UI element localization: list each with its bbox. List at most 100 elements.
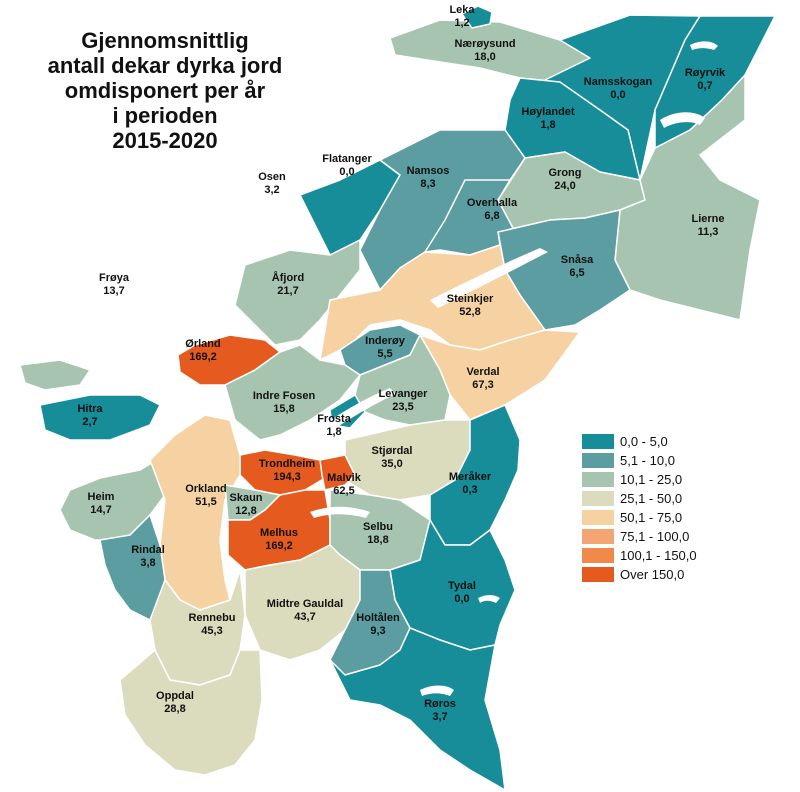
label-namsos: Namsos 8,3 xyxy=(407,165,450,191)
tydal-lake xyxy=(478,595,500,603)
legend-label: 100,1 - 150,0 xyxy=(620,548,697,563)
municipality-value: 11,3 xyxy=(697,226,719,238)
legend-label: 50,1 - 75,0 xyxy=(620,510,683,525)
label-levanger: Levanger 23,5 xyxy=(379,388,428,414)
municipality-name: Ørland xyxy=(185,338,221,350)
municipality-name: Frosta xyxy=(317,413,351,425)
label-meråker: Meråker 0,3 xyxy=(449,471,491,497)
municipality-name: Selbu xyxy=(363,521,393,533)
municipality-value: 3,7 xyxy=(432,711,448,723)
label-snåsa: Snåsa 6,5 xyxy=(561,254,593,280)
legend-label: 75,1 - 100,0 xyxy=(620,529,690,544)
legend-swatch xyxy=(582,472,614,487)
label-røyrvik: Røyrvik 0,7 xyxy=(685,67,725,93)
municipality-name: Orkland xyxy=(185,483,227,495)
label-rennebu: Rennebu 45,3 xyxy=(188,612,235,638)
municipality-name: Meråker xyxy=(448,471,492,483)
municipality-value: 3,2 xyxy=(264,184,280,196)
municipality-name: Rindal xyxy=(131,544,165,556)
municipality-name: Leka xyxy=(449,4,475,16)
legend-item: 5,1 - 10,0 xyxy=(582,451,697,470)
legend-swatch xyxy=(582,510,614,525)
label-verdal: Verdal 67,3 xyxy=(466,366,499,392)
map-legend: 0,0 - 5,0 5,1 - 10,0 10,1 - 25,0 25,1 - 50,… xyxy=(582,432,697,584)
oppdal-region xyxy=(119,649,263,776)
label-osen: Osen 3,2 xyxy=(258,171,286,197)
legend-label: 10,1 - 25,0 xyxy=(620,472,683,487)
municipality-name: Holtålen xyxy=(356,612,400,624)
label-namsskogan: Namsskogan 0,0 xyxy=(584,76,652,102)
municipality-value: 21,7 xyxy=(277,285,299,297)
municipality-name: Stjørdal xyxy=(371,445,413,457)
municipality-name: Osen xyxy=(258,171,286,183)
label-oppdal: Oppdal 28,8 xyxy=(156,690,194,716)
label-inderøy: Inderøy 5,5 xyxy=(365,335,405,361)
municipality-name: Inderøy xyxy=(365,335,405,347)
label-leka: Leka 1,2 xyxy=(449,4,474,30)
label-trondheim: Trondheim 194,3 xyxy=(259,458,315,484)
legend-label: 5,1 - 10,0 xyxy=(620,453,675,468)
label-flatanger: Flatanger 0,0 xyxy=(322,153,372,179)
legend-item: 10,1 - 25,0 xyxy=(582,470,697,489)
legend-item: 100,1 - 150,0 xyxy=(582,546,697,565)
municipality-value: 18,8 xyxy=(367,534,389,546)
municipality-value: 52,8 xyxy=(459,306,481,318)
label-frosta: Frosta 1,8 xyxy=(317,413,351,439)
municipality-value: 14,7 xyxy=(90,504,112,516)
legend-swatch xyxy=(582,529,614,544)
label-tydal: Tydal 0,0 xyxy=(448,580,476,606)
selbusjøen-lake xyxy=(310,506,370,518)
label-rindal: Rindal 3,8 xyxy=(131,544,165,570)
hitra-region xyxy=(39,394,161,441)
municipality-name: Heim xyxy=(87,491,115,503)
label-stjørdal: Stjørdal 35,0 xyxy=(372,445,413,471)
municipality-value: 0,0 xyxy=(339,166,355,178)
label-selbu: Selbu 18,8 xyxy=(363,521,393,547)
snåsavatnet-lake xyxy=(430,248,548,308)
label-steinkjer: Steinkjer 52,8 xyxy=(447,293,493,319)
municipality-value: 24,0 xyxy=(554,180,576,192)
municipality-name: Høylandet xyxy=(521,106,575,118)
municipality-name: Grong xyxy=(548,167,582,179)
legend-label: 25,1 - 50,0 xyxy=(620,491,683,506)
legend-label: Over 150,0 xyxy=(620,567,685,582)
municipality-name: Indre Fosen xyxy=(252,390,316,402)
municipality-value: 8,3 xyxy=(420,178,436,190)
municipality-name: Namsos xyxy=(406,165,450,177)
label-høylandet: Høylandet 1,8 xyxy=(521,106,574,132)
frøya-region xyxy=(19,359,91,391)
municipality-name: Nærøysund xyxy=(454,38,516,50)
municipality-value: 18,0 xyxy=(474,51,496,63)
title-line-4: i perioden xyxy=(112,103,218,128)
municipality-value: 169,2 xyxy=(189,351,217,363)
municipality-name: Åfjord xyxy=(271,272,305,284)
label-overhalla: Overhalla 6,8 xyxy=(467,197,517,223)
title-line-1: Gjennomsnittlig xyxy=(81,28,249,53)
municipality-name: Melhus xyxy=(260,527,298,539)
municipality-value: 43,7 xyxy=(294,611,316,623)
legend-item: Over 150,0 xyxy=(582,565,697,584)
title-line-3: omdisponert per år xyxy=(64,78,266,103)
municipality-name: Røros xyxy=(424,698,456,710)
municipality-value: 0,3 xyxy=(462,484,478,496)
trondheim-region xyxy=(239,449,326,496)
municipality-value: 13,7 xyxy=(103,285,125,297)
label-malvik: Malvik 62,5 xyxy=(327,472,361,498)
label-lierne: Lierne 11,3 xyxy=(691,213,724,239)
label-skaun: Skaun 12,8 xyxy=(229,492,262,518)
label-hitra: Hitra 2,7 xyxy=(77,403,102,429)
municipality-value: 3,8 xyxy=(140,557,156,569)
legend-item: 50,1 - 75,0 xyxy=(582,508,697,527)
municipality-value: 2,7 xyxy=(82,416,98,428)
municipality-name: Røyrvik xyxy=(684,67,726,79)
title-line-5: 2015-2020 xyxy=(112,128,218,153)
label-orkland: Orkland 51,5 xyxy=(185,483,227,509)
municipality-name: Overhalla xyxy=(466,197,518,209)
municipality-name: Lierne xyxy=(691,213,725,225)
label-holtålen: Holtålen 9,3 xyxy=(356,612,399,638)
legend-swatch xyxy=(582,453,614,468)
trondheimsfjord-lake xyxy=(300,388,396,448)
municipality-value: 5,5 xyxy=(377,348,393,360)
namsskogan-lake xyxy=(690,41,718,50)
